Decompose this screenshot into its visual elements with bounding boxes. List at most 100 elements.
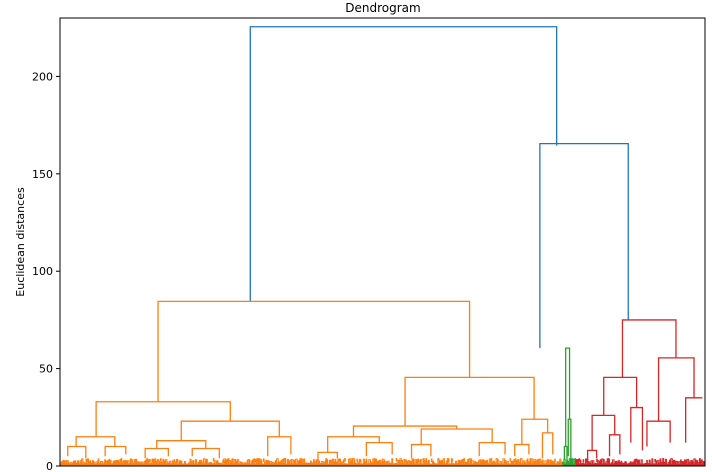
- dendrogram-link: [267, 436, 292, 457]
- leaf-link: [602, 458, 605, 463]
- leaf-link: [77, 460, 80, 464]
- leaf-link: [236, 459, 240, 466]
- leaf-link: [648, 461, 651, 465]
- dendrogram-link: [317, 451, 338, 461]
- leaf-link: [149, 458, 151, 463]
- leaf-link: [447, 458, 449, 463]
- dendrogram-link: [156, 440, 207, 449]
- leaf-link: [342, 459, 345, 463]
- leaf-link: [151, 459, 154, 463]
- leaf-link: [577, 458, 579, 463]
- dendrogram-link: [67, 445, 87, 459]
- leaf-link: [281, 459, 284, 463]
- leaf-link: [284, 458, 287, 462]
- leaf-link: [509, 458, 512, 462]
- dendrogram-link: [420, 428, 493, 445]
- leaf-link: [462, 459, 464, 463]
- leaf-link: [131, 459, 134, 463]
- leaf-link: [640, 459, 643, 466]
- leaf-link: [344, 458, 346, 462]
- leaf-link: [430, 458, 433, 462]
- leaf-link: [206, 460, 208, 464]
- dendrogram-link: [478, 441, 506, 457]
- leaf-link: [124, 460, 127, 464]
- leaf-link: [254, 458, 257, 463]
- y-tick-label: 0: [46, 460, 53, 472]
- leaf-link: [586, 458, 589, 463]
- leaf-link: [318, 460, 321, 465]
- leaf-link: [451, 458, 453, 462]
- leaf-link: [612, 459, 615, 466]
- leaf-link: [74, 460, 77, 464]
- leaf-link: [86, 458, 89, 462]
- leaf-link: [547, 459, 549, 466]
- dendrogram-link: [95, 401, 231, 437]
- dendrogram-link: [521, 418, 549, 445]
- leaf-link: [425, 458, 428, 462]
- leaf-link: [216, 460, 219, 466]
- leaf-link: [198, 459, 201, 466]
- leaf-link: [519, 458, 523, 466]
- leaf-link: [624, 461, 627, 465]
- chart-title: Dendrogram: [345, 1, 420, 15]
- dendrogram-link: [144, 447, 170, 459]
- leaf-link: [97, 458, 100, 462]
- dendrogram-link: [327, 436, 380, 453]
- dendrogram-link: [514, 443, 530, 457]
- leaf-link: [176, 458, 178, 463]
- leaf-link: [514, 458, 517, 462]
- leaf-link: [415, 459, 418, 463]
- dendrogram-link: [104, 445, 127, 457]
- leaf-link: [356, 458, 359, 463]
- leaf-link: [646, 459, 648, 464]
- leaf-link: [471, 460, 474, 466]
- dendrogram-link: [630, 406, 644, 451]
- leaf-link: [541, 459, 544, 466]
- leaf-link: [120, 457, 123, 462]
- leaf-link: [192, 460, 195, 464]
- leaf-link: [338, 458, 341, 462]
- leaf-link: [303, 458, 306, 466]
- leaf-link: [326, 459, 329, 463]
- y-tick-label: 50: [39, 363, 53, 376]
- dendrogram-link: [541, 432, 554, 459]
- leaf-link: [637, 459, 640, 466]
- leaf-link: [582, 459, 585, 463]
- leaf-link: [668, 459, 671, 466]
- leaf-link: [286, 458, 290, 466]
- dendrogram-link: [657, 357, 695, 422]
- leaf-link: [332, 458, 334, 463]
- dendrogram-link: [567, 418, 572, 461]
- leaf-link: [379, 461, 382, 465]
- dendrogram-link: [608, 434, 621, 457]
- leaf-link: [334, 459, 337, 463]
- leaf-link: [517, 459, 520, 463]
- leaf-link: [189, 459, 192, 463]
- leaf-link: [212, 458, 215, 462]
- dendrogram-link: [75, 436, 116, 447]
- leaf-link: [195, 459, 197, 463]
- leaf-link: [579, 459, 582, 466]
- leaf-link: [109, 459, 112, 466]
- dendrogram-link: [157, 300, 471, 402]
- dendrogram-link: [685, 397, 703, 443]
- leaf-link: [591, 460, 595, 466]
- leaf-link: [253, 458, 256, 462]
- leaf-link: [260, 460, 262, 465]
- leaf-link: [310, 460, 312, 466]
- dendrogram-link: [646, 420, 671, 447]
- leaf-link: [446, 458, 450, 466]
- leaf-link: [529, 458, 532, 466]
- leaf-link: [129, 458, 132, 466]
- dendrogram-link: [249, 26, 558, 302]
- leaf-link: [365, 458, 368, 466]
- leaf-link: [147, 459, 150, 466]
- dendrogram-link: [539, 142, 629, 349]
- leaf-link: [664, 458, 667, 466]
- y-tick-label: 200: [32, 70, 53, 83]
- leaf-link: [89, 460, 92, 464]
- y-tick-label: 150: [32, 168, 53, 181]
- leaf-link: [359, 458, 361, 463]
- y-axis-label: Euclidean distances: [14, 187, 27, 297]
- leaf-link: [483, 460, 486, 464]
